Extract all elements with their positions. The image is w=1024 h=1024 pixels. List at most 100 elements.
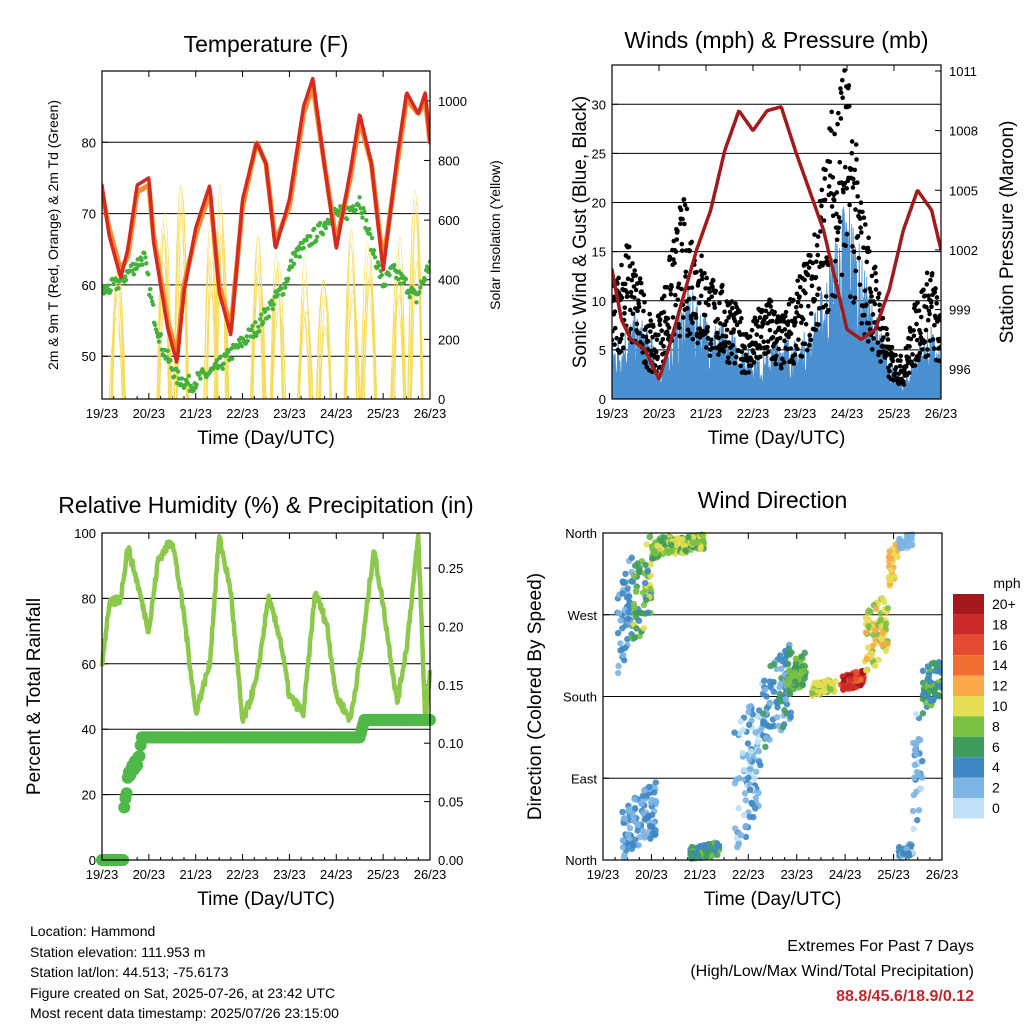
gust-point — [859, 320, 864, 326]
direction-point — [619, 808, 626, 816]
dewpoint-point — [266, 314, 272, 319]
dewpoint-point — [257, 329, 262, 334]
gust-point — [887, 368, 892, 374]
gust-point — [614, 335, 620, 341]
gust-point — [861, 312, 867, 318]
gust-point — [853, 142, 859, 147]
gust-point — [814, 243, 820, 248]
solar-insolation-trace — [176, 193, 189, 399]
dewpoint-point — [407, 295, 412, 300]
gust-point — [840, 77, 845, 83]
gust-point — [934, 301, 939, 306]
direction-point — [746, 813, 753, 821]
direction-point — [774, 704, 781, 711]
gust-point — [921, 287, 926, 293]
gust-point — [837, 219, 843, 224]
direction-point — [933, 661, 940, 669]
direction-point — [879, 629, 887, 637]
dewpoint-point — [301, 245, 306, 251]
direction-point — [739, 726, 747, 734]
gust-point — [813, 327, 818, 333]
x-tick-label: 21/23 — [684, 867, 717, 882]
direction-point — [883, 640, 891, 647]
dewpoint-point — [371, 248, 377, 253]
gust-point — [637, 276, 643, 281]
dewpoint-point — [122, 274, 128, 279]
gust-point — [826, 307, 831, 313]
gust-point — [702, 312, 708, 318]
colorbar-swatch — [953, 614, 984, 635]
dewpoint-point — [364, 218, 369, 223]
gust-point — [674, 237, 680, 242]
winds-series — [612, 68, 941, 399]
x-tick-label: 20/23 — [635, 867, 668, 882]
humidity-series — [96, 533, 436, 866]
direction-point — [911, 761, 918, 769]
y2-tick-label: 400 — [438, 273, 460, 288]
gust-point — [903, 364, 909, 369]
station-location: Location: Hammond — [30, 923, 156, 939]
x-tick-label: 19/23 — [86, 406, 119, 421]
direction-point — [631, 796, 638, 803]
gust-point — [875, 340, 881, 345]
gust-point — [627, 307, 633, 313]
gust-point — [676, 325, 682, 331]
gust-point — [758, 334, 764, 340]
gust-point — [872, 301, 878, 307]
y-tick-label: North — [565, 853, 597, 868]
direction-point — [751, 775, 758, 782]
direction-point — [635, 567, 642, 575]
gust-point — [722, 309, 727, 315]
gust-point — [635, 308, 640, 314]
gust-point — [678, 207, 684, 213]
gust-point — [915, 300, 920, 305]
gust-point — [751, 360, 757, 365]
colorbar-label: 10 — [992, 698, 1008, 714]
direction-point — [626, 806, 633, 813]
dewpoint-point — [149, 295, 154, 300]
dewpoint-point — [314, 234, 320, 239]
x-tick-label: 22/23 — [737, 406, 770, 421]
gust-point — [858, 225, 863, 230]
gust-point — [867, 249, 872, 254]
direction-point — [740, 766, 748, 774]
speed-colorbar: mph 20+ 18 16 14 12 10 8 6 4 2 0 — [953, 575, 1021, 819]
direction-point — [913, 741, 920, 749]
gust-point — [824, 255, 829, 260]
gust-point — [612, 309, 618, 314]
direction-point — [792, 655, 800, 662]
gust-point — [763, 308, 769, 314]
direction-point — [689, 534, 697, 541]
direction-point — [619, 590, 626, 597]
gust-point — [884, 350, 890, 356]
gust-point — [676, 281, 682, 287]
dewpoint-point — [375, 260, 381, 265]
gust-point — [626, 255, 631, 260]
dewpoint-point — [422, 277, 428, 282]
gust-point — [765, 339, 771, 344]
direction-point — [926, 678, 934, 685]
x-tick-label: 26/23 — [926, 867, 959, 882]
direction-point — [628, 845, 636, 853]
gust-point — [645, 338, 651, 344]
solar-insolation-trace — [157, 213, 173, 399]
dewpoint-point — [226, 349, 231, 355]
gust-point — [628, 326, 633, 332]
direction-point — [916, 771, 923, 778]
direction-point — [682, 547, 689, 554]
direction-point — [645, 783, 653, 791]
gust-point — [876, 291, 882, 296]
gust-point — [881, 335, 886, 340]
direction-point — [643, 541, 650, 548]
solar-insolation-trace — [159, 282, 173, 399]
gust-point — [813, 274, 819, 280]
gust-point — [847, 202, 852, 208]
gust-point — [703, 286, 708, 291]
gust-point — [829, 128, 834, 134]
gust-point — [757, 315, 763, 320]
direction-point — [619, 625, 626, 632]
direction-point — [766, 699, 773, 706]
dewpoint-point — [189, 384, 194, 390]
direction-point — [904, 532, 911, 540]
gust-point — [850, 185, 856, 190]
